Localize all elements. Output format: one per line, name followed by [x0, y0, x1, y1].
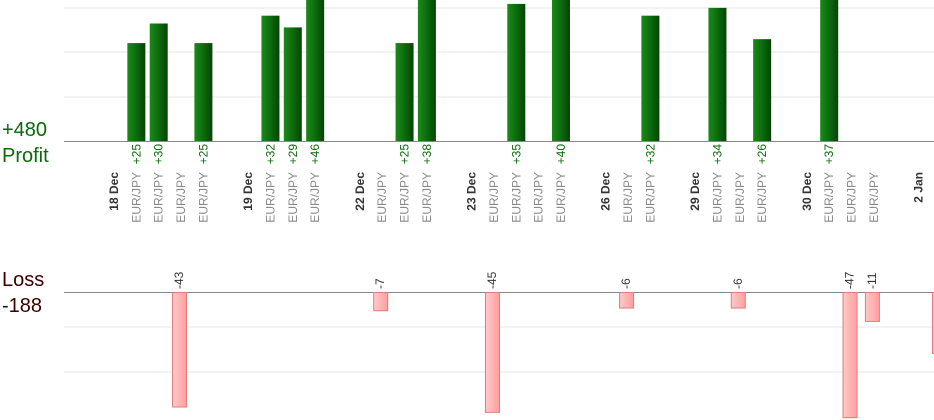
profit-value-label: +35 — [509, 144, 523, 165]
date-label: 19 Dec — [241, 172, 255, 211]
pair-label: EUR/JPY — [532, 172, 546, 223]
pair-label: EUR/JPY — [308, 172, 322, 223]
loss-value-label: -43 — [172, 271, 186, 289]
loss-bar — [373, 292, 389, 312]
profit-bar — [283, 27, 302, 142]
profit-total: +480 — [2, 119, 48, 141]
loss-label: Loss — [2, 269, 45, 291]
profit-value-label: +26 — [755, 144, 769, 165]
loss-value-label: -7 — [373, 278, 387, 289]
profit-bar — [261, 15, 280, 142]
date-label: 23 Dec — [465, 172, 479, 211]
profit-bar — [507, 3, 526, 141]
bars — [127, 0, 934, 419]
profit-bar — [395, 43, 414, 142]
profit-value-label: +30 — [152, 144, 166, 165]
pair-label: EUR/JPY — [509, 172, 523, 223]
pair-label: EUR/JPY — [733, 172, 747, 223]
profit-value-label: +38 — [420, 144, 434, 165]
profit-value-label: +25 — [398, 144, 412, 165]
loss-value-label: -6 — [619, 278, 633, 289]
date-label: 22 Dec — [353, 172, 367, 211]
pair-label: EUR/JPY — [129, 172, 143, 223]
loss-bar — [931, 292, 934, 355]
date-label: 29 Dec — [688, 172, 702, 211]
profit-value-label: +32 — [263, 144, 277, 165]
profit-value-label: +25 — [129, 144, 143, 165]
profit-value-label: +29 — [286, 144, 300, 165]
profit-bar — [753, 39, 772, 141]
loss-value-label: -45 — [485, 271, 499, 289]
loss-bar — [484, 292, 500, 413]
profit-bar — [552, 0, 570, 142]
profit-value-label: +32 — [643, 144, 657, 165]
loss-value-label: -23 — [932, 271, 934, 289]
date-label: 30 Dec — [800, 172, 814, 211]
profit-bar — [641, 15, 660, 142]
loss-total: -188 — [2, 295, 43, 317]
loss-bar — [730, 292, 746, 309]
pair-label: EUR/JPY — [755, 172, 769, 223]
loss-bar — [864, 292, 880, 322]
loss-bar — [172, 292, 188, 408]
profit-value-label: +46 — [308, 144, 322, 165]
profit-bar — [820, 0, 839, 142]
pair-label: EUR/JPY — [420, 172, 434, 223]
pair-label: EUR/JPY — [822, 172, 836, 223]
loss-value-label: -11 — [865, 272, 879, 289]
profit-bar — [708, 7, 727, 142]
pair-label: EUR/JPY — [174, 172, 188, 223]
profit-bar — [417, 0, 436, 141]
pair-label: EUR/JPY — [263, 172, 277, 223]
profit-value-label: +25 — [196, 144, 210, 165]
loss-value-label: -6 — [731, 278, 745, 289]
date-label: 18 Dec — [107, 172, 121, 211]
pair-label: EUR/JPY — [867, 172, 881, 223]
pair-label: EUR/JPY — [196, 172, 210, 223]
profit-value-label: +37 — [822, 144, 836, 165]
loss-value-label: -47 — [843, 271, 857, 289]
profit-bar — [194, 43, 213, 142]
labels: 18 Dec EUR/JPY +25 EUR/JPY +30 EUR/JPY -43 EUR/… — [107, 144, 934, 289]
loss-bar — [842, 292, 858, 419]
profit-value-label: +40 — [554, 144, 568, 165]
profit-bar — [127, 43, 146, 142]
profit-value-label: +34 — [710, 144, 724, 165]
date-label: 26 Dec — [599, 172, 613, 211]
pair-label: EUR/JPY — [152, 172, 166, 223]
date-label: 2 Jan — [912, 172, 926, 203]
profit-bar — [306, 0, 325, 142]
pair-label: EUR/JPY — [398, 172, 412, 223]
pair-label: EUR/JPY — [710, 172, 724, 223]
pair-label: EUR/JPY — [845, 172, 859, 223]
pair-label: EUR/JPY — [375, 172, 389, 223]
pair-label: EUR/JPY — [286, 172, 300, 223]
loss-bar — [619, 292, 635, 309]
pair-label: EUR/JPY — [554, 172, 568, 223]
pair-label: EUR/JPY — [621, 172, 635, 223]
pair-label: EUR/JPY — [487, 172, 501, 223]
profit-bar — [149, 23, 168, 141]
profit-label: Profit — [2, 145, 49, 167]
pair-label: EUR/JPY — [643, 172, 657, 223]
